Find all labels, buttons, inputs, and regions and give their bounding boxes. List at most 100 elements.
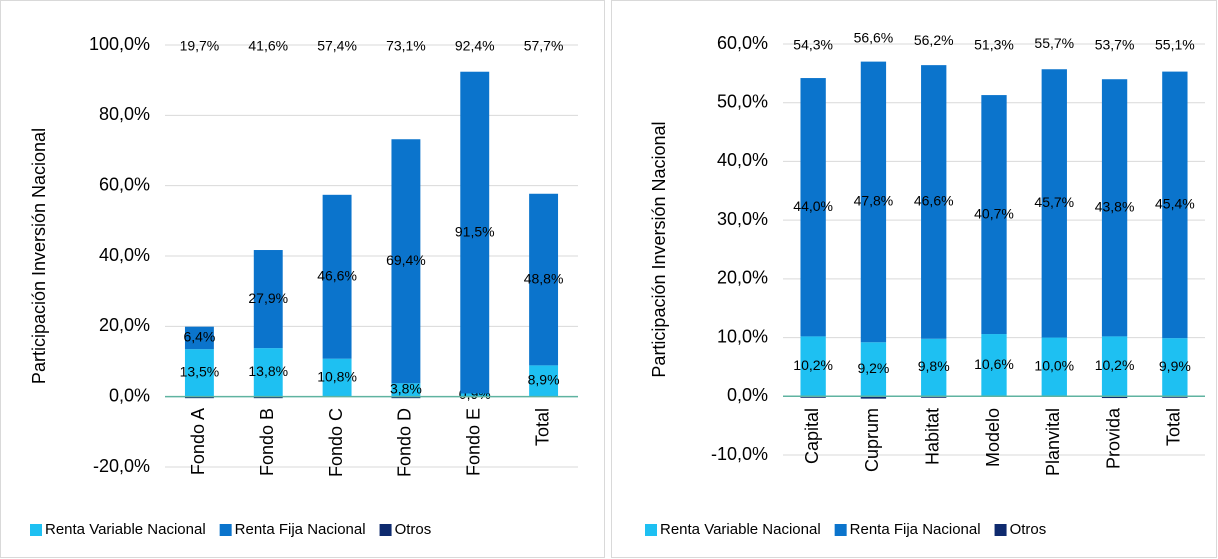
y-tick-label: 20,0% xyxy=(717,268,768,288)
total-label: 56,6% xyxy=(854,30,894,46)
bar-segment xyxy=(860,342,887,397)
bar-segment xyxy=(253,250,283,349)
y-tick-label: 0,0% xyxy=(727,385,768,405)
y-tick-label: 50,0% xyxy=(717,91,768,111)
total-label: 57,4% xyxy=(317,38,357,54)
data-label: 6,4% xyxy=(183,329,215,345)
legend-label: Renta Variable Nacional xyxy=(660,521,821,538)
x-tick-label: Habitat xyxy=(922,408,942,465)
y-tick-label: 80,0% xyxy=(99,104,150,124)
data-label: 45,7% xyxy=(1034,194,1074,210)
data-label: 10,2% xyxy=(793,357,833,373)
total-label: 73,1% xyxy=(386,38,426,54)
y-axis-label: Participación Inversión Nacional xyxy=(649,121,669,377)
y-tick-label: -10,0% xyxy=(711,444,768,464)
total-label: 51,3% xyxy=(974,37,1014,53)
legend-label: Otros xyxy=(1010,521,1047,538)
y-axis-label: Participación Inversión Nacional xyxy=(29,128,49,384)
x-tick-label: Fondo D xyxy=(395,408,415,477)
data-label: 13,8% xyxy=(248,363,288,379)
data-label: 44,0% xyxy=(793,198,833,214)
data-label: 69,4% xyxy=(386,252,426,268)
x-tick-label: Modelo xyxy=(983,408,1003,467)
data-label: 9,2% xyxy=(857,360,889,376)
y-tick-label: 30,0% xyxy=(717,209,768,229)
total-label: 56,2% xyxy=(914,32,954,48)
bar-segment xyxy=(253,348,283,397)
bar-segment xyxy=(800,78,826,337)
x-tick-label: Fondo E xyxy=(464,408,484,476)
legend-label: Otros xyxy=(395,521,432,538)
x-tick-label: Provida xyxy=(1103,407,1123,469)
total-label: 53,7% xyxy=(1095,37,1135,53)
bar-segment xyxy=(921,65,947,339)
x-tick-label: Fondo C xyxy=(326,408,346,477)
bar-segment xyxy=(981,334,1007,397)
x-tick-label: Total xyxy=(532,408,552,446)
bar-segment xyxy=(322,194,352,359)
y-tick-label: 100,0% xyxy=(89,34,150,54)
data-label: 10,8% xyxy=(317,368,357,384)
x-tick-label: Fondo A xyxy=(188,408,208,475)
bar-segment xyxy=(1041,337,1067,397)
data-label: 9,8% xyxy=(918,358,950,374)
legend-swatch xyxy=(834,524,847,536)
total-label: 54,3% xyxy=(793,37,833,53)
y-tick-label: 60,0% xyxy=(717,33,768,53)
bar-segment xyxy=(460,71,490,394)
bar-segment xyxy=(391,139,421,384)
bar-segment xyxy=(184,326,214,350)
data-label: 47,8% xyxy=(854,193,894,209)
total-label: 57,7% xyxy=(524,38,564,54)
bar-segment xyxy=(1101,79,1128,337)
x-tick-label: Fondo B xyxy=(257,408,277,476)
x-tick-label: Cuprum xyxy=(862,408,882,472)
data-label: 46,6% xyxy=(317,267,357,283)
data-label: 3,8% xyxy=(390,381,422,397)
legend-swatch xyxy=(645,524,657,536)
x-tick-label: Capital xyxy=(802,408,822,464)
data-label: 27,9% xyxy=(248,290,288,306)
total-label: 19,7% xyxy=(180,38,220,54)
legend-swatch xyxy=(379,524,392,536)
data-label: 9,9% xyxy=(1159,358,1191,374)
bar-segment xyxy=(391,383,421,397)
bar-segment xyxy=(1101,396,1128,399)
bar-segment xyxy=(1162,71,1188,339)
bar-segment xyxy=(1041,69,1067,338)
data-label: 10,0% xyxy=(1034,358,1074,374)
data-label: 46,6% xyxy=(914,193,954,209)
total-label: 55,1% xyxy=(1155,37,1195,53)
data-label: 48,8% xyxy=(524,270,564,286)
legend-label: Renta Fija Nacional xyxy=(235,521,366,538)
data-label: 91,5% xyxy=(455,223,495,239)
x-tick-label: Planvital xyxy=(1043,408,1063,476)
bar-segment xyxy=(981,95,1007,335)
bar-segment xyxy=(1162,338,1188,397)
bar-segment xyxy=(460,393,490,397)
data-label: 10,2% xyxy=(1095,357,1135,373)
data-label: 45,4% xyxy=(1155,196,1195,212)
legend-label: Renta Variable Nacional xyxy=(45,521,206,538)
bar-segment xyxy=(184,349,214,397)
y-tick-label: 0,0% xyxy=(109,385,150,405)
total-label: 41,6% xyxy=(248,38,288,54)
y-tick-label: 40,0% xyxy=(717,150,768,170)
y-tick-label: -20,0% xyxy=(93,456,150,476)
total-label: 92,4% xyxy=(455,37,495,53)
legend-swatch xyxy=(994,524,1007,536)
bar-segment xyxy=(529,193,559,366)
bar-segment xyxy=(860,61,887,343)
y-tick-label: 20,0% xyxy=(99,315,150,335)
y-tick-label: 10,0% xyxy=(717,326,768,346)
legend-swatch xyxy=(219,524,232,536)
y-tick-label: 40,0% xyxy=(99,245,150,265)
bar-segment xyxy=(800,336,826,397)
legend-swatch xyxy=(30,524,42,536)
data-label: 13,5% xyxy=(180,364,220,380)
data-label: 43,8% xyxy=(1095,199,1135,215)
data-label: 40,7% xyxy=(974,205,1014,221)
data-label: 10,6% xyxy=(974,356,1014,372)
panel-left xyxy=(0,0,605,558)
